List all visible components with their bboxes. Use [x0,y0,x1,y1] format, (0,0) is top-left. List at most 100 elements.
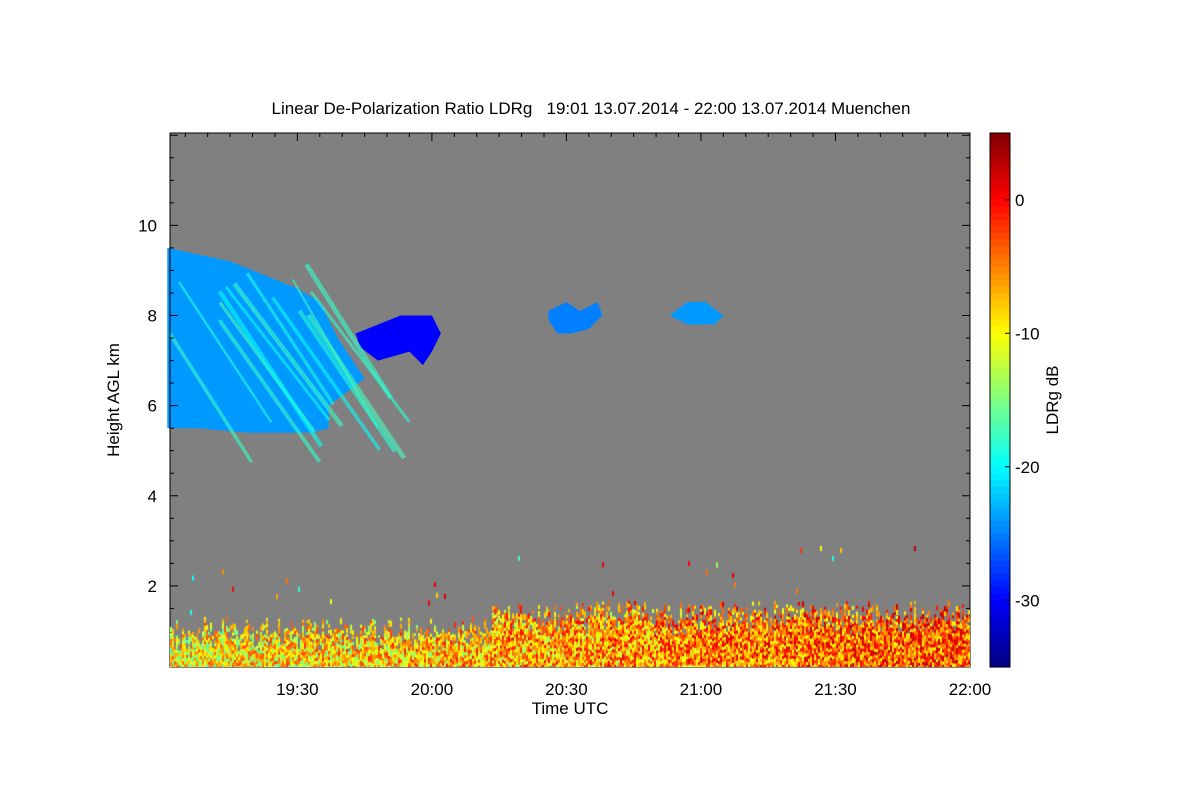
colorbar-segment [990,193,1010,201]
colorbar-tick-label: -30 [1015,591,1040,610]
colorbar-segment [990,273,1010,281]
colorbar-segment [990,299,1010,308]
x-tick-label: 19:30 [276,680,319,699]
colorbar-segment [990,506,1010,515]
colorbar-segment [990,460,1010,468]
colorbar-segment [990,226,1010,234]
x-tick-label: 21:30 [814,680,857,699]
colorbar-segment [990,566,1010,575]
colorbar-segment [990,219,1010,228]
colorbar-segment [990,259,1010,268]
colorbar-segment [990,620,1010,628]
colorbar-segment [990,146,1010,154]
colorbar-segment [990,233,1010,241]
colorbar-segment [990,153,1010,161]
colorbar-segment [990,159,1010,167]
colorbar-segment [990,513,1010,521]
colorbar-segment [990,453,1010,461]
colorbar-label: LDRg dB [1043,366,1062,435]
colorbar-segment [990,486,1010,495]
colorbar-segment [990,553,1010,561]
colorbar-segment [990,239,1010,248]
colorbar-segment [990,253,1010,261]
colorbar-segment [990,426,1010,434]
colorbar-segment [990,326,1010,334]
colorbar-segment [990,473,1010,481]
chart-title: Linear De-Polarization Ratio LDRg 19:01 … [272,99,911,118]
colorbar-segment [990,179,1010,187]
y-tick-label: 8 [148,307,157,326]
colorbar-segment [990,560,1010,568]
colorbar-segment [990,466,1010,475]
x-tick-label: 20:30 [545,680,588,699]
colorbar-segment [990,279,1010,288]
colorbar-segment [990,600,1010,608]
colorbar-segment [990,633,1010,641]
colorbar-frame [989,132,1011,668]
colorbar-segment [990,246,1010,254]
colorbar-segment [990,319,1010,328]
colorbar-segment [990,333,1010,341]
colorbar-segment [990,139,1010,147]
colorbar-segment [990,626,1010,635]
x-tick-label: 22:00 [949,680,992,699]
colorbar-segment [990,353,1010,361]
colorbar-segment [990,400,1010,408]
colorbar-segment [990,580,1010,588]
colorbar-segment [990,546,1010,555]
colorbar-tick-label: -10 [1015,324,1040,343]
colorbar-segment [990,593,1010,601]
colorbar-segment [990,379,1010,388]
boundary-layer-heatmap [170,133,970,667]
colorbar-segment [990,186,1010,194]
colorbar-segment [990,493,1010,501]
colorbar-segment [990,480,1010,488]
colorbar-segment [990,306,1010,314]
y-tick-label: 6 [148,397,157,416]
colorbar-segment [990,540,1010,548]
colorbar-segment [990,520,1010,528]
colorbar-segment [990,653,1010,661]
colorbar-segment [990,446,1010,454]
y-axis-label: Height AGL km [104,343,123,457]
colorbar-segment [990,386,1010,394]
colorbar-segment [990,586,1010,595]
y-tick-label: 2 [148,577,157,596]
colorbar-segment [990,293,1010,301]
colorbar-segment [990,206,1010,214]
colorbar-segment [990,339,1010,348]
colorbar-segment [990,373,1010,381]
colorbar-segment [990,526,1010,535]
colorbar-segment [990,440,1010,448]
colorbar-segment [990,413,1010,421]
colorbar-segment [990,606,1010,615]
colorbar-segment [990,213,1010,221]
colorbar-segment [990,646,1010,655]
colorbar-tick-label: -20 [1015,458,1040,477]
colorbar-segment [990,393,1010,401]
colorbar-segment [990,286,1010,294]
colorbar-segment [990,133,1010,141]
colorbar-segment [990,533,1010,541]
colorbar-segment [990,313,1010,321]
colorbar-segment [990,573,1010,581]
colorbar-segment [990,346,1010,354]
y-tick-label: 4 [148,487,157,506]
colorbar-segment [990,266,1010,274]
colorbar-segment [990,359,1010,368]
colorbar-segment [990,199,1010,208]
colorbar-segment [990,166,1010,174]
colorbar-segment [990,173,1010,181]
colorbar-segment [990,406,1010,414]
x-tick-label: 21:00 [680,680,723,699]
colorbar-segment [990,500,1010,508]
colorbar-segment [990,420,1010,428]
x-tick-label: 20:00 [411,680,454,699]
colorbar-segment [990,660,1010,668]
colorbar-segment [990,613,1010,621]
y-tick-label: 10 [138,216,157,235]
colorbar-segment [990,366,1010,374]
x-axis-label: Time UTC [532,699,609,718]
colorbar-tick-label: 0 [1015,191,1024,210]
colorbar-segment [990,433,1010,441]
